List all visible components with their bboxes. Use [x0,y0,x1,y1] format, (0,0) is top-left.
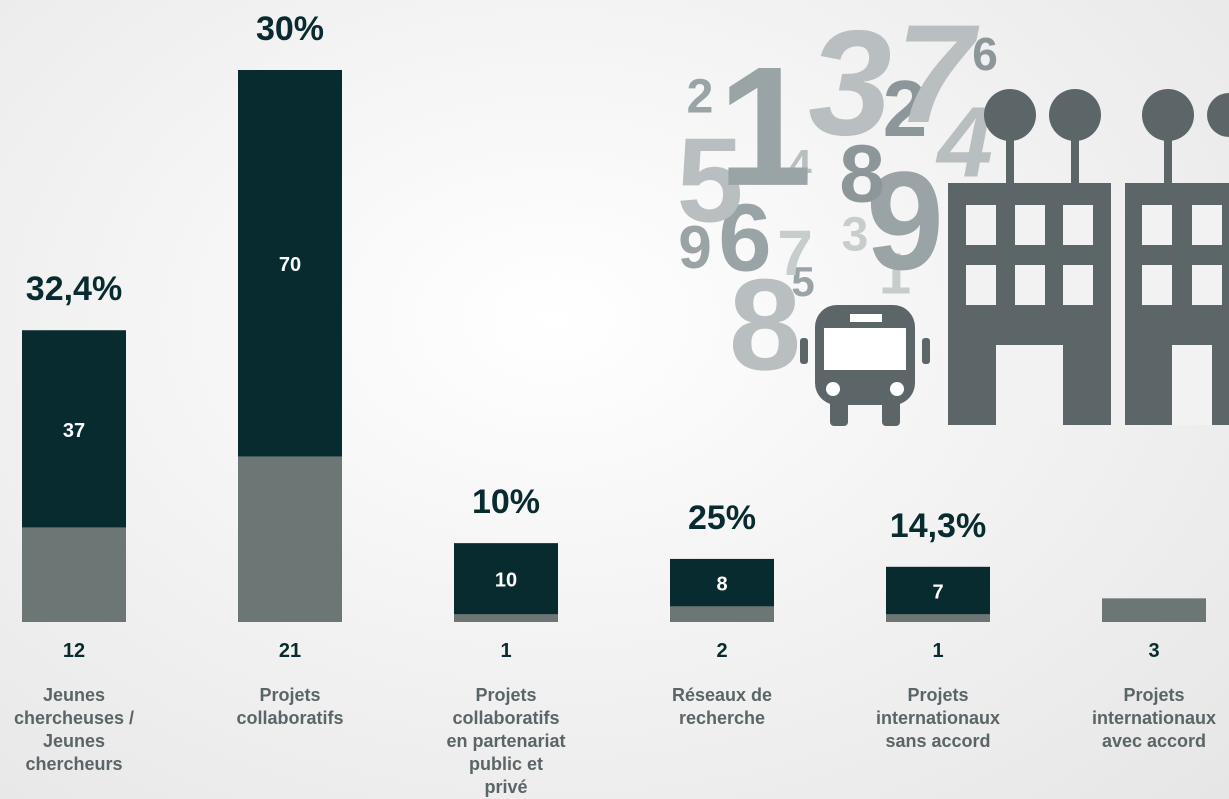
total-label: 10 [495,570,517,592]
digit: 7 [896,0,980,152]
total-label: 37 [63,420,85,442]
digit: 3 [808,0,891,167]
digit: 9 [678,214,711,281]
total-bar [454,543,558,622]
category-label: Jeunes chercheuses / Jeunes chercheurs [13,685,135,774]
rate-label: 25% [688,499,756,537]
category-label: Projets internationaux sans accord [875,685,1000,751]
rate-label: 30% [256,10,324,48]
total-bar [886,566,990,622]
rate-label: 14,3% [890,507,986,545]
funded-bar [454,614,558,622]
digit: 8 [839,129,885,220]
total-label: 8 [716,574,727,596]
funded-label: 1 [932,640,943,662]
digit: 5 [677,114,744,248]
funded-bar [22,527,126,622]
digit: 1 [718,32,813,222]
digit: 3 [842,209,869,262]
funded-bar [1102,598,1206,622]
digit: 2 [687,71,714,124]
funded-label: 3 [1148,640,1159,662]
funded-label: 1 [500,640,511,662]
funded-label: 2 [716,640,727,662]
funded-bar [670,606,774,622]
digit: 8 [729,251,801,397]
digit: 4 [935,86,993,198]
digit: 5 [791,258,814,305]
digit: 2 [883,64,928,153]
category-label: Réseaux de recherche [671,685,773,728]
digit: 7 [777,217,813,289]
funded-label: 21 [279,640,301,662]
category-label: Projets internationaux avec accord [1091,685,1216,751]
total-label: 7 [932,581,943,603]
digit: 4 [788,141,812,188]
digit: 9 [866,142,944,299]
funded-bar [238,456,342,622]
digit: 6 [972,28,998,80]
funded-label: 12 [63,640,85,662]
rate-label: 10% [472,483,540,521]
digit: 1 [879,241,911,306]
funded-bar [886,614,990,622]
digit: 6 [718,184,771,291]
rate-label: 32,4% [26,270,122,308]
total-label: 70 [279,254,301,276]
category-label: Projets collaboratifs en partenariat pub… [446,685,566,797]
category-label: Projets collaboratifs [236,685,344,728]
